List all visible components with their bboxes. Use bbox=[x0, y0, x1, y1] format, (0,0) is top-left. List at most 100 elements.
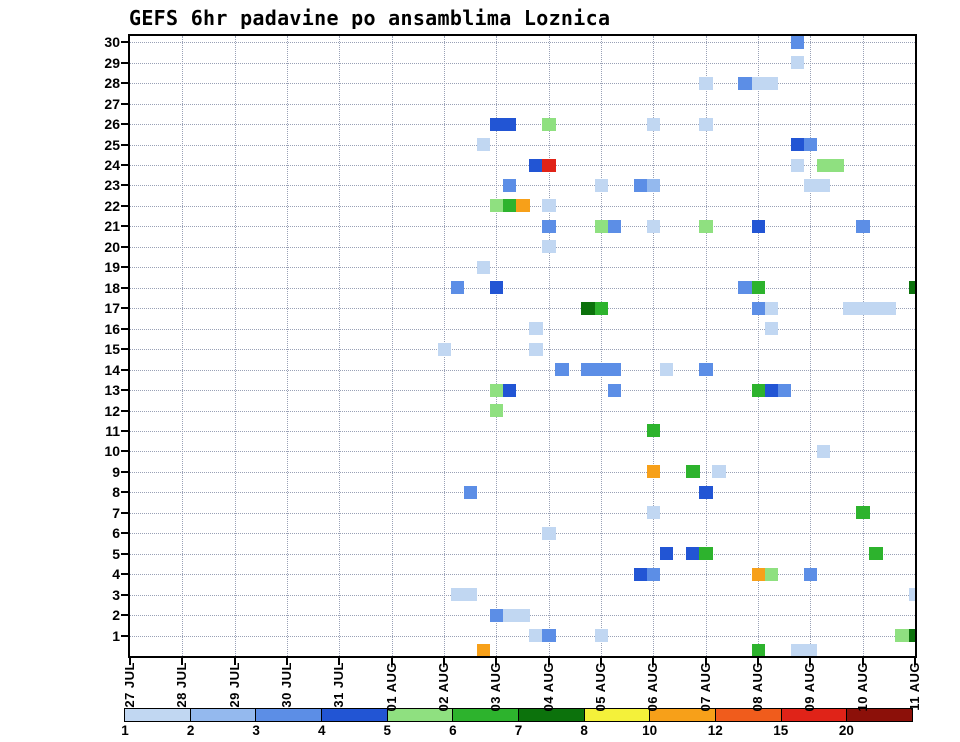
grid-hline bbox=[130, 267, 915, 269]
x-axis-tick bbox=[233, 658, 236, 665]
y-tick-label: 3 bbox=[112, 586, 120, 603]
colorbar-label: 20 bbox=[838, 723, 854, 738]
x-tick-label: 31 JUL bbox=[331, 662, 347, 708]
grid-hline bbox=[130, 246, 915, 248]
colorbar-label: 2 bbox=[186, 723, 195, 738]
y-tick-label: 9 bbox=[112, 463, 120, 480]
grid-vline bbox=[758, 36, 759, 656]
precip-cell bbox=[908, 588, 915, 602]
x-tick-label: 29 JUL bbox=[226, 662, 242, 708]
x-axis-tick bbox=[495, 658, 498, 665]
y-tick-label: 13 bbox=[104, 382, 120, 398]
colorbar-segment bbox=[716, 709, 782, 721]
grid-hline bbox=[130, 594, 915, 596]
precip-cell bbox=[542, 117, 556, 131]
precip-cell bbox=[790, 56, 805, 70]
y-axis-tick bbox=[121, 82, 128, 85]
y-tick-label: 11 bbox=[105, 422, 120, 439]
precip-cell bbox=[489, 117, 504, 131]
precip-cell bbox=[489, 281, 504, 295]
grid-vline bbox=[234, 36, 236, 656]
y-tick-label: 25 bbox=[104, 136, 120, 153]
precip-cell bbox=[699, 485, 713, 499]
grid-hline bbox=[130, 308, 915, 310]
y-axis-tick bbox=[121, 389, 128, 391]
precip-cell bbox=[489, 383, 504, 397]
precip-cell bbox=[502, 178, 517, 192]
grid-hline bbox=[130, 410, 915, 412]
grid-vline bbox=[496, 36, 498, 656]
grid-vline bbox=[653, 36, 655, 656]
x-tick-label: 11 AUG bbox=[907, 662, 922, 711]
x-axis-tick bbox=[600, 658, 602, 665]
precip-cell bbox=[646, 178, 661, 192]
y-axis-tick bbox=[121, 102, 128, 105]
precip-cell bbox=[751, 567, 765, 581]
y-tick-label: 26 bbox=[104, 116, 120, 132]
precip-cell bbox=[699, 547, 713, 561]
precip-cell bbox=[476, 643, 491, 656]
grid-hline bbox=[130, 124, 915, 125]
y-tick-label: 16 bbox=[104, 320, 120, 337]
precip-cell bbox=[529, 629, 543, 642]
precip-cell bbox=[646, 465, 661, 479]
precip-cell bbox=[751, 383, 765, 397]
y-axis-tick bbox=[121, 41, 128, 44]
precip-cell bbox=[542, 629, 556, 642]
precip-cell bbox=[450, 588, 464, 602]
precip-cell bbox=[686, 465, 700, 479]
x-axis-tick bbox=[181, 658, 184, 665]
x-tick-label: 04 AUG bbox=[540, 662, 556, 712]
precip-cell bbox=[869, 547, 883, 561]
colorbar-segment bbox=[584, 709, 651, 721]
precip-cell bbox=[659, 363, 674, 377]
x-axis-tick bbox=[286, 658, 288, 665]
colorbar-segment bbox=[781, 709, 848, 721]
grid-hline bbox=[130, 62, 915, 64]
y-tick-label: 30 bbox=[104, 34, 120, 51]
y-tick-label: 20 bbox=[104, 238, 120, 255]
colorbar-segment bbox=[125, 709, 191, 721]
precip-cell bbox=[908, 629, 915, 642]
grid-hline bbox=[130, 553, 915, 555]
y-axis-tick bbox=[121, 409, 128, 412]
precip-cell bbox=[646, 506, 661, 520]
precip-cell bbox=[777, 383, 792, 397]
precip-cell bbox=[542, 158, 556, 172]
grid-hline bbox=[130, 226, 915, 228]
y-axis-tick bbox=[121, 450, 128, 453]
grid-hline bbox=[130, 390, 915, 391]
precip-cell bbox=[803, 138, 818, 151]
precip-cell bbox=[542, 240, 556, 254]
precip-cell bbox=[476, 138, 491, 151]
precip-cell bbox=[542, 199, 556, 213]
precip-cell bbox=[594, 178, 608, 192]
precip-cell bbox=[816, 444, 831, 458]
colorbar bbox=[124, 708, 913, 722]
precip-cell bbox=[882, 301, 896, 315]
y-axis-tick bbox=[121, 286, 128, 289]
grid-hline bbox=[130, 185, 915, 187]
y-tick-label: 8 bbox=[112, 484, 120, 501]
precip-cell bbox=[869, 301, 883, 315]
y-axis-tick bbox=[121, 61, 128, 64]
y-axis-tick bbox=[121, 532, 128, 535]
precip-cell bbox=[895, 629, 909, 642]
precip-cell bbox=[646, 117, 661, 131]
precip-cell bbox=[502, 117, 517, 131]
precip-cell bbox=[659, 547, 674, 561]
grid-hline bbox=[130, 103, 915, 105]
precip-cell bbox=[594, 301, 608, 315]
colorbar-segment bbox=[256, 709, 323, 721]
precip-cell bbox=[699, 117, 713, 131]
precip-cell bbox=[633, 178, 648, 192]
precip-cell bbox=[764, 322, 778, 336]
y-tick-label: 28 bbox=[104, 75, 120, 92]
precip-cell bbox=[803, 567, 818, 581]
grid-hline bbox=[130, 451, 915, 453]
precip-cell bbox=[764, 383, 778, 397]
precip-cell bbox=[790, 643, 805, 656]
y-tick-label: 19 bbox=[104, 259, 120, 276]
x-tick-label: 01 AUG bbox=[383, 662, 399, 712]
